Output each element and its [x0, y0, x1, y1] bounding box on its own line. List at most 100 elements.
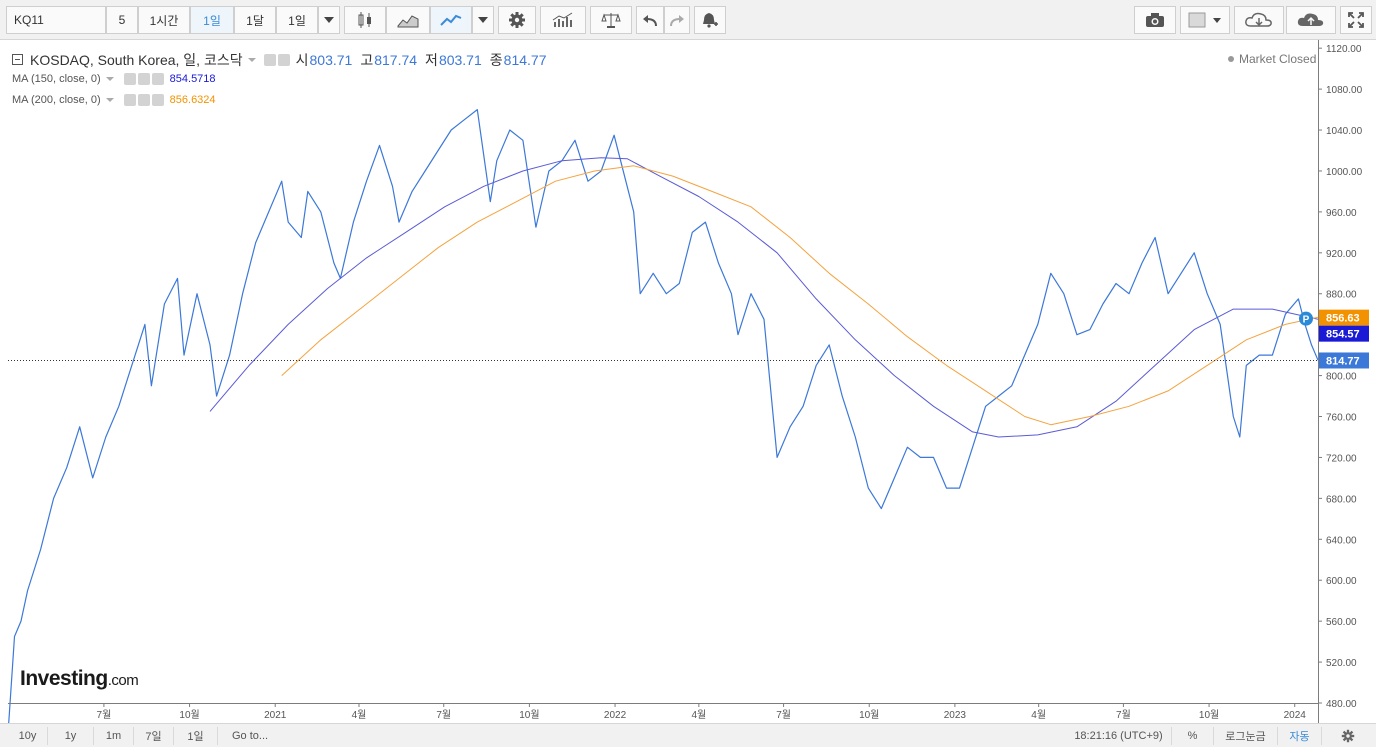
logo-suffix: .com — [107, 672, 139, 689]
price-tag-label-last: 814.77 — [1326, 355, 1360, 367]
color-swatch-icon — [1188, 12, 1221, 28]
visibility-icon[interactable] — [123, 73, 136, 85]
area-chart-icon — [397, 15, 419, 28]
auto-scale-button[interactable]: 자동 — [1278, 727, 1322, 745]
load-layout-button[interactable] — [1234, 6, 1284, 34]
ma150-controls — [123, 73, 164, 85]
price-tag-last — [1319, 352, 1369, 369]
chevron-down-icon — [324, 17, 334, 23]
y-tick-label: 720.00 — [1326, 453, 1357, 464]
series-line-price — [7, 109, 1319, 734]
settings-icon[interactable] — [277, 54, 290, 66]
area-chart-button[interactable] — [386, 6, 430, 34]
log-scale-button[interactable]: 로그눈금 — [1214, 727, 1278, 745]
gear-icon — [509, 12, 525, 28]
candlestick-icon — [358, 12, 371, 28]
goto-button[interactable]: Go to... — [232, 730, 269, 742]
range-1d-button[interactable]: 1일 — [174, 727, 218, 745]
ma200-value: 856.6324 — [169, 94, 216, 106]
x-tick-label: 2023 — [944, 710, 967, 721]
visibility-icon[interactable] — [123, 94, 136, 106]
series-line-ma200 — [281, 165, 1319, 426]
interval-1d-button[interactable]: 1일 — [190, 6, 234, 34]
price-tag-label-ma200: 856.63 — [1326, 313, 1360, 325]
ma150-dropdown-icon[interactable] — [105, 77, 114, 81]
alert-icon — [703, 13, 718, 28]
open-label: 시 — [295, 52, 309, 68]
price-axis[interactable] — [1318, 40, 1376, 703]
interval-dropdown-button[interactable] — [318, 6, 340, 34]
x-tick-label: 2024 — [1284, 710, 1307, 721]
investing-logo: Investing.com — [20, 667, 139, 691]
gear-icon — [1341, 729, 1355, 743]
compare-button[interactable] — [590, 6, 632, 34]
indicators-icon — [552, 12, 573, 27]
chart-type-dropdown-button[interactable] — [472, 6, 494, 34]
x-tick-label: 2022 — [604, 710, 627, 721]
percent-scale-button[interactable]: % — [1172, 727, 1214, 745]
clock-display[interactable]: 18:21:16 (UTC+9) — [1066, 727, 1172, 745]
color-picker-button[interactable] — [1180, 6, 1230, 34]
indicators-button[interactable] — [540, 6, 586, 34]
x-tick-label: 7월 — [97, 709, 112, 721]
x-tick-label: 10월 — [1199, 709, 1219, 721]
symbol-input[interactable]: KQ11 — [6, 6, 106, 34]
undo-icon — [643, 15, 657, 27]
undo-button[interactable] — [636, 6, 664, 34]
legend-title-dropdown-icon[interactable] — [247, 58, 256, 62]
alert-button[interactable] — [694, 6, 726, 34]
settings-button[interactable] — [498, 6, 536, 34]
save-layout-button[interactable] — [1286, 6, 1336, 34]
y-tick-label: 920.00 — [1326, 249, 1357, 260]
x-tick-label: 4월 — [352, 709, 367, 721]
y-tick-label: 760.00 — [1326, 413, 1357, 424]
price-tag-label-ma150: 854.57 — [1326, 329, 1360, 341]
ma150-label: MA (150, close, 0) — [12, 73, 101, 85]
legend-series-controls — [263, 54, 290, 66]
market-status: Market Closed — [1228, 52, 1316, 66]
remove-icon[interactable] — [151, 73, 164, 85]
y-tick-label: 600.00 — [1326, 576, 1357, 587]
compare-icon — [601, 13, 621, 28]
interval-1h-button[interactable]: 1시간 — [138, 6, 190, 34]
visibility-icon[interactable] — [263, 54, 276, 66]
interval-1m-button[interactable]: 1달 — [234, 6, 276, 34]
chart-settings-button[interactable] — [1328, 727, 1368, 745]
x-tick-label: 10월 — [859, 709, 879, 721]
y-tick-label: 640.00 — [1326, 535, 1357, 546]
ma200-dropdown-icon[interactable] — [105, 98, 114, 102]
y-tick-label: 880.00 — [1326, 290, 1357, 301]
range-7d-button[interactable]: 7일 — [134, 727, 174, 745]
screenshot-button[interactable] — [1134, 6, 1176, 34]
fullscreen-button[interactable] — [1340, 6, 1372, 34]
y-tick-label: 800.00 — [1326, 372, 1357, 383]
interval-5-button[interactable]: 5 — [106, 6, 138, 34]
collapse-legend-icon[interactable] — [12, 54, 24, 66]
ma150-value: 854.5718 — [169, 73, 216, 85]
range-10y-button[interactable]: 10y — [8, 727, 48, 745]
toolbar: KQ11 5 1시간 1일 1달 1일 — [0, 0, 1376, 40]
settings-icon[interactable] — [137, 94, 150, 106]
legend-main-row: KOSDAQ, South Korea, 일, 코스닥 시 803.71 고 817… — [12, 50, 546, 70]
position-marker-icon[interactable] — [1299, 311, 1313, 326]
x-tick-label: 4월 — [691, 709, 706, 721]
range-1m-button[interactable]: 1m — [94, 727, 134, 745]
remove-icon[interactable] — [151, 94, 164, 106]
x-tick-label: 2021 — [264, 710, 287, 721]
close-value: 814.77 — [503, 52, 547, 68]
ma200-controls — [123, 94, 164, 106]
interval-custom-button[interactable]: 1일 — [276, 6, 318, 34]
bottom-bar: 10y 1y 1m 7일 1일 Go to... 18:21:16 (UTC+9… — [0, 723, 1376, 747]
line-chart-button[interactable] — [430, 6, 472, 34]
series-line-ma150 — [209, 157, 1319, 438]
legend-ma200-row: MA (200, close, 0) 856.6324 — [12, 94, 216, 106]
open-value: 803.71 — [309, 52, 353, 68]
x-tick-label: 4월 — [1031, 709, 1046, 721]
price-tag-ma200 — [1319, 309, 1369, 326]
redo-button[interactable] — [664, 6, 690, 34]
range-1y-button[interactable]: 1y — [48, 727, 94, 745]
candlestick-button[interactable] — [344, 6, 386, 34]
y-tick-label: 1040.00 — [1326, 126, 1363, 137]
settings-icon[interactable] — [137, 73, 150, 85]
